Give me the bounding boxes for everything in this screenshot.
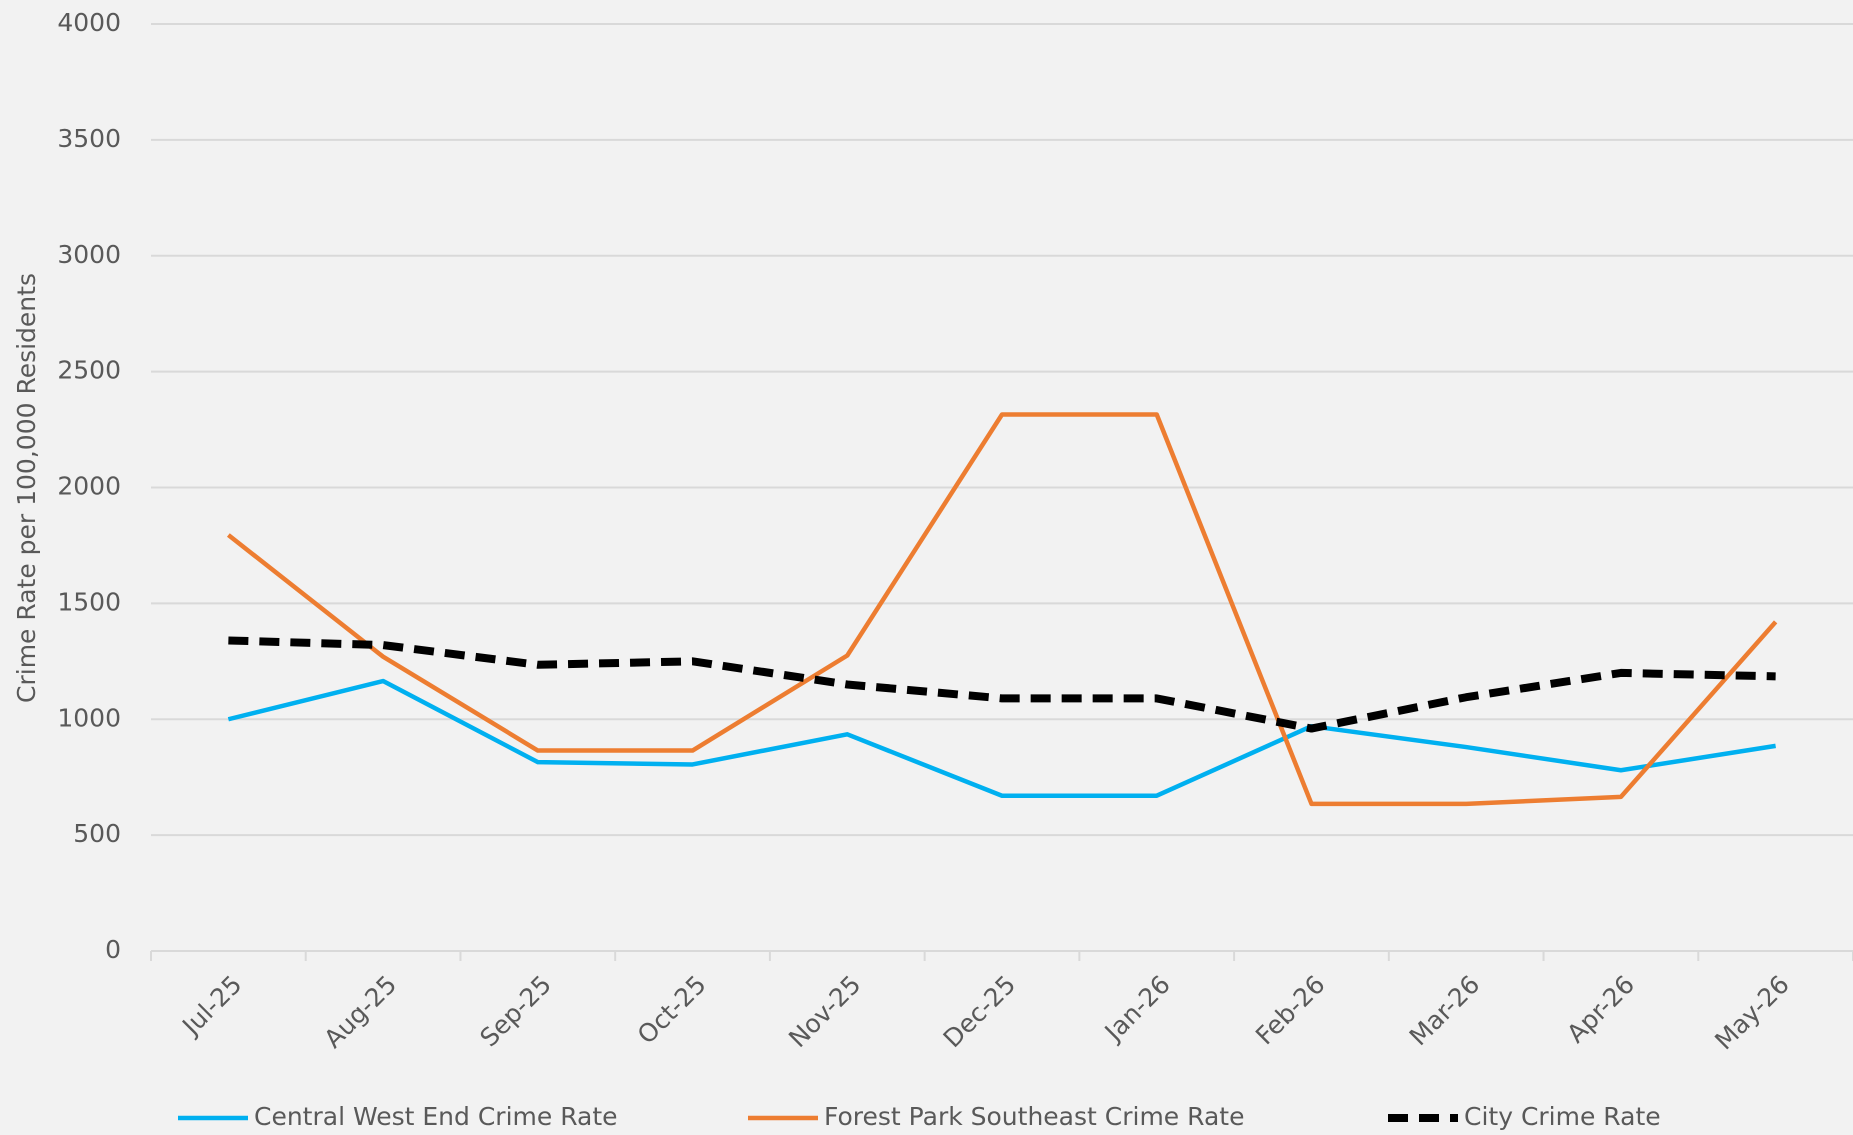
y-tick-label: 2500 [57,356,121,385]
y-tick-label: 4000 [57,8,121,37]
y-tick-label: 1500 [57,587,121,616]
line-series [228,636,1776,733]
line-series [227,678,1776,798]
y-tick-label: 500 [73,819,121,848]
y-tick-label: 3000 [57,240,121,269]
y-tick-label: 2000 [57,472,121,501]
line-series [226,412,1778,807]
legend-label: Central West End Crime Rate [254,1102,618,1131]
y-tick-label: 1000 [57,703,121,732]
y-tick-label: 0 [105,935,121,964]
legend-label: City Crime Rate [1464,1102,1661,1131]
y-tick-label: 3500 [57,124,121,153]
legend-label: Forest Park Southeast Crime Rate [824,1102,1244,1131]
y-axis-label: Crime Rate per 100,000 Residents [12,273,41,703]
